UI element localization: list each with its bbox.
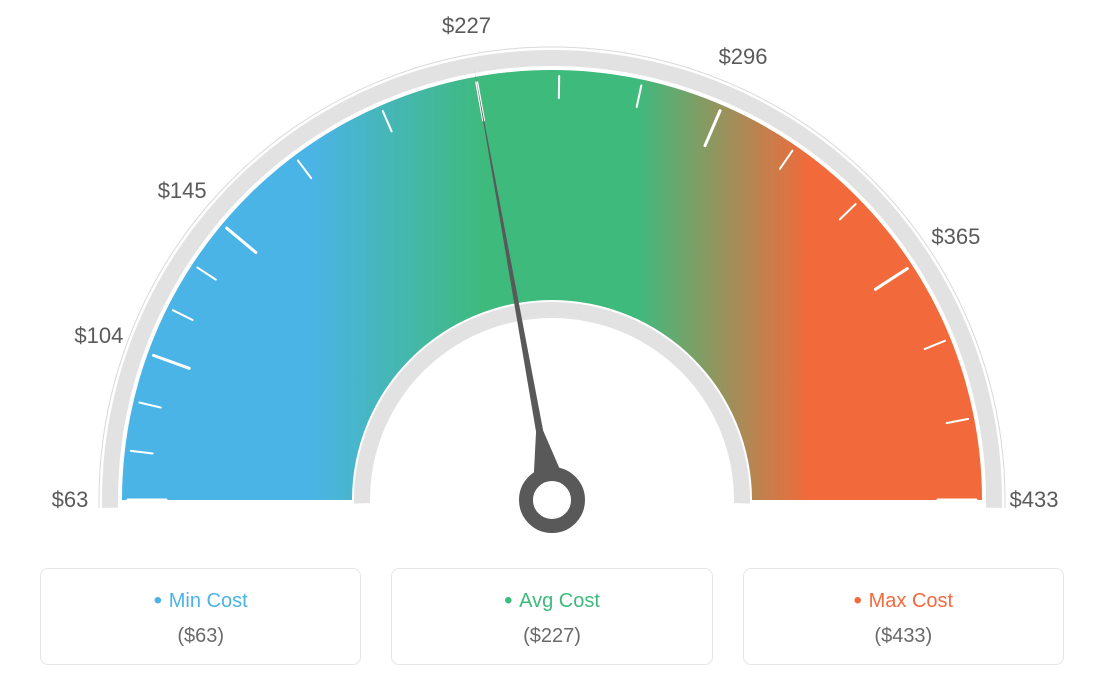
legend-card-min: Min Cost ($63) — [40, 568, 361, 665]
legend-card-max: Max Cost ($433) — [743, 568, 1064, 665]
legend-value-avg: ($227) — [402, 625, 701, 648]
scale-label: $227 — [442, 13, 491, 39]
scale-label: $296 — [719, 44, 768, 70]
scale-label: $63 — [52, 487, 89, 513]
legend-value-max: ($433) — [754, 625, 1053, 648]
legend-card-avg: Avg Cost ($227) — [391, 568, 712, 665]
cost-gauge-chart: $63 $104 $145 $227 $296 $365 $433 Min Cost ($6… — [0, 0, 1104, 690]
scale-label: $104 — [74, 323, 123, 349]
scale-label: $433 — [1010, 487, 1059, 513]
scale-label: $145 — [158, 178, 207, 204]
legend-value-min: ($63) — [51, 625, 350, 648]
legend-row: Min Cost ($63) Avg Cost ($227) Max Cost … — [40, 568, 1064, 665]
legend-label-avg: Avg Cost — [402, 587, 701, 615]
legend-label-max: Max Cost — [754, 587, 1053, 615]
gauge-area: $63 $104 $145 $227 $296 $365 $433 — [0, 0, 1104, 560]
legend-label-min: Min Cost — [51, 587, 350, 615]
gauge-svg — [0, 0, 1104, 560]
scale-label: $365 — [931, 224, 980, 250]
